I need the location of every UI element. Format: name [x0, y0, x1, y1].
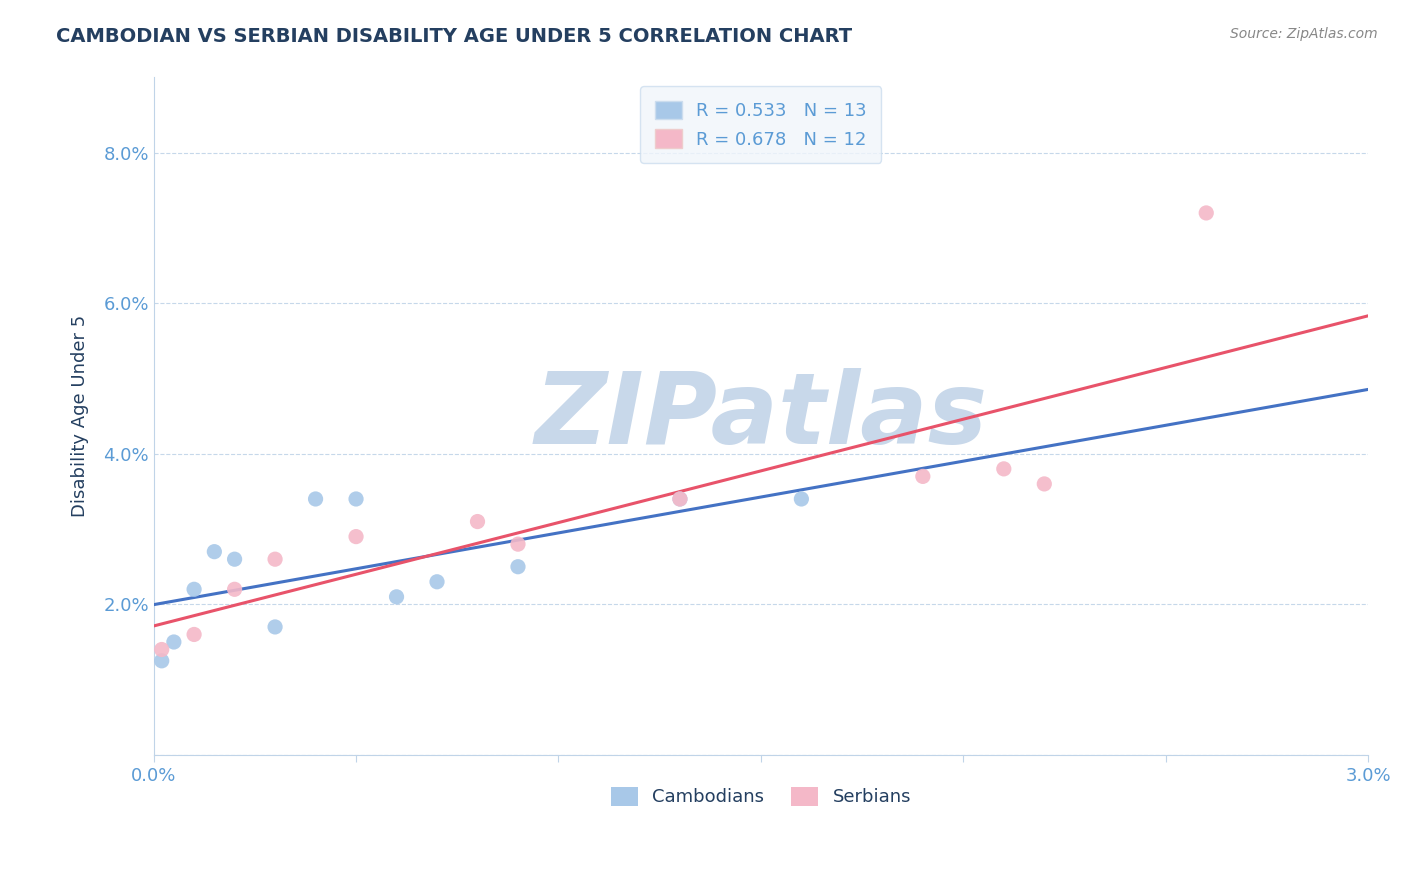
- Point: [790, 491, 813, 506]
- Point: [1195, 206, 1218, 220]
- Point: [911, 469, 934, 483]
- Point: [224, 552, 246, 566]
- Point: [163, 635, 186, 649]
- Text: Source: ZipAtlas.com: Source: ZipAtlas.com: [1230, 27, 1378, 41]
- Point: [224, 582, 246, 597]
- Point: [202, 544, 225, 558]
- Point: [426, 574, 449, 589]
- Point: [385, 590, 408, 604]
- Text: CAMBODIAN VS SERBIAN DISABILITY AGE UNDER 5 CORRELATION CHART: CAMBODIAN VS SERBIAN DISABILITY AGE UNDE…: [56, 27, 852, 45]
- Point: [264, 552, 287, 566]
- Point: [993, 462, 1015, 476]
- Point: [304, 491, 326, 506]
- Legend: Cambodians, Serbians: Cambodians, Serbians: [603, 780, 918, 814]
- Text: ZIPatlas: ZIPatlas: [534, 368, 987, 465]
- Y-axis label: Disability Age Under 5: Disability Age Under 5: [72, 315, 89, 517]
- Point: [669, 491, 692, 506]
- Point: [150, 654, 173, 668]
- Point: [467, 515, 489, 529]
- Point: [183, 582, 205, 597]
- Point: [506, 559, 529, 574]
- Point: [669, 491, 692, 506]
- Point: [506, 537, 529, 551]
- Point: [1033, 477, 1056, 491]
- Point: [344, 491, 367, 506]
- Point: [183, 627, 205, 641]
- Point: [264, 620, 287, 634]
- Point: [150, 642, 173, 657]
- Point: [344, 530, 367, 544]
